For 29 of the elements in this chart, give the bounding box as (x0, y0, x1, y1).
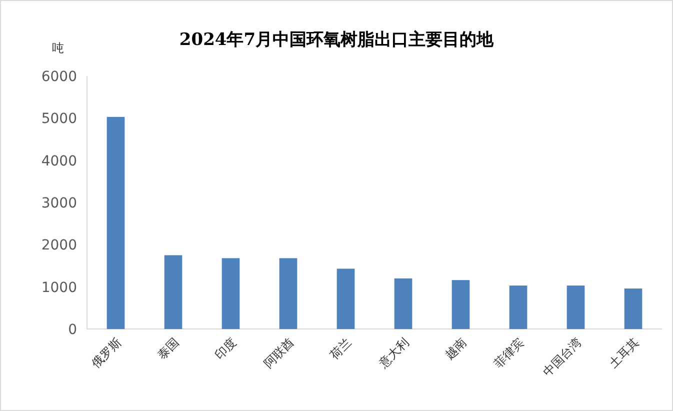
y-tick-label: 6000 (41, 69, 77, 85)
y-tick-label: 1000 (41, 280, 77, 296)
chart-title: 2024年7月中国环氧树脂出口主要目的地 (179, 30, 495, 50)
y-tick-label: 4000 (41, 153, 77, 170)
bar (394, 278, 412, 329)
bar (452, 280, 470, 329)
bar (106, 116, 125, 329)
bar (279, 258, 298, 329)
bar (624, 288, 642, 329)
bar (566, 286, 585, 329)
x-tick-label: 泰国 (154, 335, 182, 362)
x-tick-label: 越南 (442, 335, 469, 362)
x-tick-label: 俄罗斯 (88, 335, 124, 371)
y-tick-label: 0 (68, 322, 77, 338)
bar (336, 268, 355, 329)
bar (222, 258, 240, 329)
x-tick-label: 土耳其 (606, 335, 642, 371)
x-tick-label: 荷兰 (327, 335, 354, 362)
x-tick-label: 意大利 (375, 335, 412, 372)
y-axis-title: 吨 (52, 41, 64, 55)
x-tick-label: 阿联酋 (261, 335, 296, 371)
bar (509, 286, 528, 329)
x-tick-label: 中国台湾 (540, 335, 584, 380)
x-tick-label: 印度 (212, 335, 239, 362)
y-tick-label: 2000 (41, 238, 77, 254)
y-tick-label: 5000 (41, 111, 77, 128)
x-tick-label: 菲律宾 (491, 335, 526, 371)
y-tick-label: 3000 (41, 196, 77, 212)
bar (164, 255, 182, 329)
